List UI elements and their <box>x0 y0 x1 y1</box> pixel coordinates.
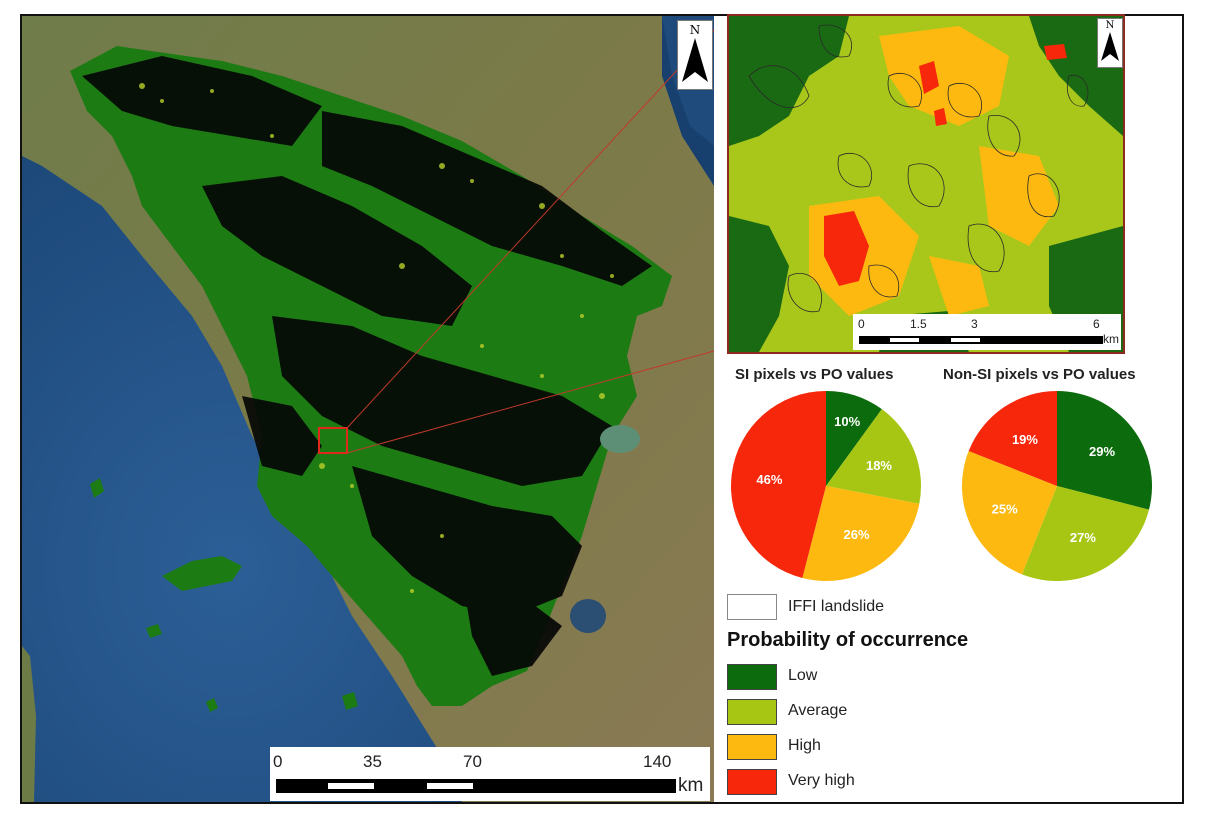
pie-data-label: 25% <box>992 502 1018 517</box>
inset-very-high-zones <box>824 44 1067 286</box>
legend-swatch <box>727 699 777 725</box>
scale-tick-label: 35 <box>363 752 382 771</box>
pie-slice-high <box>962 451 1057 575</box>
pie-data-label: 10% <box>834 414 860 429</box>
pie-slice-very-high <box>968 391 1057 486</box>
pie-data-label: 29% <box>1089 444 1115 459</box>
legend-swatch <box>727 769 777 795</box>
scale-tick-label: 3 <box>971 317 978 331</box>
main-map-canvas <box>22 16 714 802</box>
north-arrow-icon <box>1101 32 1119 61</box>
inset-north-arrow: N <box>1097 18 1123 68</box>
susceptibility-speckles <box>139 83 614 593</box>
pie-chart-si: 10% 18% 26% 46% <box>731 391 921 581</box>
scale-tick-label: 1.5 <box>910 317 927 331</box>
capraia-island <box>90 478 104 498</box>
scale-unit: km <box>1103 332 1119 346</box>
legend-item-high: High <box>727 734 1027 760</box>
inset-location-box <box>318 427 348 454</box>
scale-bar-graphic <box>859 336 1103 344</box>
pie-data-label: 19% <box>1012 432 1038 447</box>
pie-slice-high <box>802 486 920 581</box>
pie-title-si: SI pixels vs PO values <box>735 366 894 383</box>
legend-item-low: Low <box>727 664 1027 690</box>
landslide-swatch <box>727 594 777 620</box>
pie-slice-low <box>1057 391 1152 510</box>
pie-chart-non-si: 29% 27% 25% 19% <box>962 391 1152 581</box>
legend-label: High <box>788 737 821 754</box>
pie-data-label: 27% <box>1070 530 1096 545</box>
pie-slice-average <box>826 409 921 504</box>
pianosa-island <box>146 624 162 638</box>
lake-bolsena <box>570 599 606 633</box>
inset-north-label: N <box>1105 20 1115 31</box>
scale-tick-label: 0 <box>858 317 865 331</box>
pie-title-non-si: Non-SI pixels vs PO values <box>943 366 1136 383</box>
elba-island <box>162 556 242 591</box>
pie-data-label: 18% <box>866 458 892 473</box>
north-label: N <box>689 23 701 37</box>
legend-item-very-high: Very high <box>727 769 1027 795</box>
legend-label: Very high <box>788 772 855 789</box>
pie-data-label: 26% <box>844 527 870 542</box>
inset-scale-bar: 0 1.5 3 6 km <box>853 314 1121 350</box>
legend-swatch <box>727 734 777 760</box>
pie-slice-very-high <box>731 391 826 579</box>
pie-slice-low <box>826 391 882 486</box>
inset-map-canvas <box>729 16 1123 352</box>
scale-tick-label: 70 <box>463 752 482 771</box>
landslide-label: IFFI landslide <box>788 598 885 615</box>
montecristo-island <box>206 698 218 712</box>
landslide-outlines <box>748 24 1089 313</box>
main-map[interactable]: N <box>22 16 714 802</box>
legend-label: Average <box>788 702 848 719</box>
legend-item-average: Average <box>727 699 1027 725</box>
legend-title: Probability of occurrence <box>727 629 969 651</box>
scale-tick-label: 6 <box>1093 317 1100 331</box>
inset-map[interactable]: N 0 1.5 3 6 km <box>727 14 1125 354</box>
main-scale-bar: 0 35 70 140 km <box>270 747 710 801</box>
scale-unit: km <box>678 775 704 796</box>
north-arrow: N <box>677 20 713 90</box>
scale-tick-label: 140 <box>643 752 672 771</box>
legend-label: Low <box>788 667 818 684</box>
inset-connector-line <box>346 29 714 429</box>
lake-trasimeno <box>600 425 640 453</box>
giglio-island <box>342 692 358 710</box>
pie-slice-average <box>1022 486 1150 581</box>
scale-tick-label: 0 <box>273 752 283 771</box>
legend-swatch <box>727 664 777 690</box>
dark-susceptibility-patches <box>82 56 652 676</box>
west-coast-land <box>22 646 36 802</box>
inset-connector-line <box>346 350 714 454</box>
north-arrow-icon <box>682 38 708 82</box>
scale-bar-graphic <box>276 779 676 793</box>
legend-landslide-item: IFFI landslide <box>727 594 1027 620</box>
pie-data-label: 46% <box>756 472 782 487</box>
